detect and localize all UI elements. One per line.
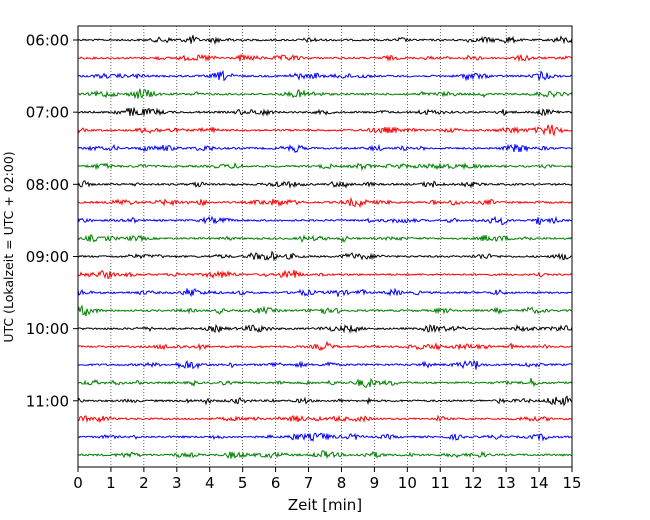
x-tick-label: 3	[172, 474, 182, 492]
seismic-trace	[77, 161, 573, 172]
seismic-trace	[77, 287, 573, 298]
seismic-trace	[77, 377, 573, 389]
y-tick-label: 10:00	[26, 320, 69, 338]
y-tick-label: 08:00	[26, 176, 69, 194]
seismic-trace	[77, 340, 573, 352]
seismic-trace	[77, 107, 573, 117]
x-tick-label: 6	[271, 474, 281, 492]
x-tick-label: 11	[431, 474, 450, 492]
x-axis: 0 1 2 3 4 5 6 7 8 9 10 11 12 13 14 15	[73, 467, 582, 492]
x-tick-label: 14	[530, 474, 549, 492]
seismic-trace	[77, 70, 573, 82]
seismic-trace	[77, 35, 573, 45]
seismic-trace	[77, 269, 573, 280]
y-axis-label: UTC (Lokalzeit = UTC + 02:00)	[1, 151, 16, 342]
seismic-trace	[77, 233, 573, 243]
x-tick-label: 7	[304, 474, 314, 492]
y-tick-label: 11:00	[26, 392, 69, 410]
x-tick-label: 0	[73, 474, 83, 492]
x-tick-label: 12	[464, 474, 483, 492]
x-tick-label: 10	[398, 474, 417, 492]
seismic-trace	[77, 432, 573, 442]
seismic-trace	[77, 250, 573, 262]
x-tick-label: 4	[205, 474, 215, 492]
seismic-trace	[77, 180, 573, 189]
x-tick-label: 8	[337, 474, 347, 492]
seismic-trace	[77, 414, 573, 424]
x-tick-label: 9	[370, 474, 380, 492]
seismic-trace	[77, 450, 573, 460]
seismic-trace	[77, 88, 573, 100]
trace-group	[77, 35, 573, 460]
seismic-trace	[77, 143, 573, 154]
x-tick-label: 15	[562, 474, 581, 492]
seismic-trace	[77, 196, 573, 208]
seismic-trace	[77, 359, 573, 370]
seismic-trace	[77, 124, 573, 137]
plot-frame	[77, 25, 573, 468]
y-tick-label: 07:00	[26, 104, 69, 122]
seismic-trace	[77, 53, 573, 63]
x-axis-label: Zeit [min]	[288, 496, 362, 514]
seismic-trace	[77, 323, 573, 334]
y-tick-label: 09:00	[26, 248, 69, 266]
seismic-trace	[77, 215, 573, 225]
x-tick-label: 1	[106, 474, 116, 492]
y-tick-label: 06:00	[26, 32, 69, 50]
y-axis: 06:00 07:00 08:00 09:00 10:00 11:00	[26, 32, 78, 410]
x-tick-label: 13	[497, 474, 516, 492]
x-tick-label: 2	[139, 474, 149, 492]
seismic-trace	[77, 395, 573, 407]
seismic-trace	[77, 304, 573, 317]
x-tick-label: 5	[238, 474, 248, 492]
